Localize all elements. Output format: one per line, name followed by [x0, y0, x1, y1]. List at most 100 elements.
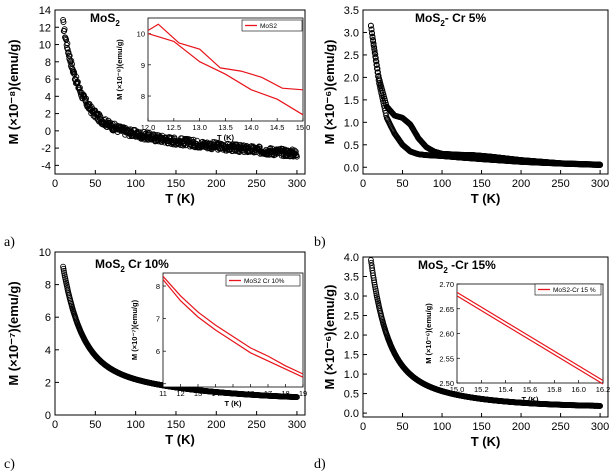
y-tick-label: -2 [41, 143, 51, 155]
x-tick-label: 50 [89, 178, 101, 190]
y-tick-label: 0.5 [344, 389, 359, 401]
inset-y-tick-label: 7 [156, 315, 160, 324]
x-axis-label: T (K) [165, 432, 195, 447]
inset-y-axis-label: M (×10⁻⁷)(emu/g) [130, 299, 139, 360]
data-point [102, 116, 109, 123]
x-tick-label: 100 [433, 421, 451, 433]
data-point [372, 57, 379, 64]
y-tick-label: 0.0 [344, 162, 359, 174]
data-point [71, 68, 77, 75]
data-point [372, 53, 379, 60]
inset-series-line-1 [456, 291, 604, 382]
data-point [134, 128, 141, 135]
data-point [367, 257, 374, 264]
x-tick-label: 0 [360, 178, 366, 190]
x-tick-label: 200 [512, 178, 530, 190]
y-tick-label: 1.0 [344, 117, 359, 129]
inset-x-tick-label: 16.2 [596, 385, 611, 394]
panel-title: MoS2 Cr 10% [95, 257, 169, 274]
y-tick-label: 0.0 [344, 408, 359, 420]
data-point [370, 38, 377, 45]
panel-letter: c) [4, 457, 15, 472]
inset-legend: MoS2-Cr 15 % [534, 283, 602, 296]
inset-legend-label: MoS2-Cr 15 % [553, 287, 596, 294]
chart-panel-3: 0 50 100 150 200 250 300 0 2 4 6 8 10 T (K) M (×10⁻⁷)(… [4, 247, 307, 472]
data-point [60, 19, 67, 26]
inset-x-tick-label: 12 [176, 389, 184, 398]
inset-chart: 12.0 12.5 13.0 13.5 14.0 14.5 15.0 8 9 10 T (K) M (… [115, 17, 310, 142]
panel-title-subscript: 2 [115, 19, 120, 28]
inset-x-tick-label: 18 [281, 389, 289, 398]
x-tick-label: 150 [472, 421, 490, 433]
x-tick-label: 250 [551, 178, 569, 190]
x-tick-label: 300 [288, 178, 306, 190]
inset-chart: 11 12 13 14 15 16 17 18 19 5 6 7 8 T (K) M (×10⁻⁷)(emu… [130, 272, 307, 408]
y-axis-label: M (×10⁻⁷)(emu/g) [6, 281, 21, 385]
inset-x-tick-label: 11 [159, 389, 167, 398]
data-point [61, 26, 68, 33]
inset-x-tick-label: 15.4 [498, 385, 513, 394]
inset-x-tick-label: 19 [299, 389, 307, 398]
data-point [368, 26, 375, 33]
y-tick-label: 8 [45, 57, 51, 69]
y-tick-label: 12 [39, 22, 51, 34]
inset-x-tick-label: 14.5 [270, 123, 285, 132]
y-tick-label: 8 [45, 280, 51, 292]
y-tick-label: 3.5 [344, 5, 359, 17]
panel-title-main: MoS [90, 11, 115, 25]
inset-x-tick-label: 17 [264, 389, 272, 398]
x-tick-label: 0 [360, 421, 366, 433]
inset-x-axis-label: T (K) [224, 399, 242, 408]
y-tick-label: 3.0 [344, 27, 359, 39]
data-point [597, 162, 604, 168]
data-point [60, 265, 67, 272]
panel-title-rest: -Cr 15% [448, 258, 496, 272]
x-tick-label: 250 [247, 419, 265, 431]
x-tick-label: 200 [207, 178, 225, 190]
data-series-1 [60, 263, 300, 401]
y-tick-label: 1.0 [344, 369, 359, 381]
inset-y-tick-label: 2.65 [439, 305, 454, 314]
inset-series-line-2 [456, 295, 604, 385]
y-tick-label: 3.5 [344, 272, 359, 284]
x-axis-label: T (K) [471, 434, 501, 449]
panel-title: MoS2 -Cr 15% [418, 258, 496, 275]
inset-series-line-1 [147, 23, 304, 91]
inset-y-tick-label: 9 [141, 61, 145, 70]
inset-legend-label: MoS2 Cr 10% [244, 278, 285, 285]
data-point [369, 30, 375, 37]
inset-y-tick-label: 2.55 [439, 354, 454, 363]
data-point [371, 281, 378, 288]
panel-title-main: MoS [418, 258, 443, 272]
x-tick-label: 50 [396, 178, 408, 190]
inset-y-tick-label: 10 [137, 30, 145, 39]
inset-x-tick-label: 15.8 [547, 385, 562, 394]
inset-series-line-2 [162, 275, 304, 375]
y-tick-label: 6 [45, 74, 51, 86]
data-point [83, 95, 90, 102]
x-tick-label: 100 [126, 419, 144, 431]
plot-frame [362, 9, 609, 175]
data-series-1 [367, 257, 604, 409]
panel-letter: d) [314, 457, 326, 472]
inset-series-line-2 [147, 33, 304, 116]
inset-x-tick-label: 16 [246, 389, 254, 398]
y-tick-label: 4.0 [344, 252, 359, 264]
inset-y-tick-label: 2.60 [439, 330, 454, 339]
inset-series-line-1 [162, 279, 304, 378]
panel-title: MoS2 [90, 11, 120, 28]
x-tick-label: 300 [591, 421, 609, 433]
inset-frame [162, 272, 304, 388]
y-tick-label: 2.0 [344, 72, 359, 84]
y-tick-label: 1.5 [344, 95, 359, 107]
panel-letter: b) [314, 235, 326, 250]
y-tick-label: 4 [45, 345, 51, 357]
panel-title-rest: Cr 10% [125, 257, 169, 271]
inset-x-tick-label: 13 [194, 389, 202, 398]
inset-x-tick-label: 15.6 [523, 385, 538, 394]
inset-x-axis-label: T (K) [521, 395, 539, 404]
x-tick-label: 50 [396, 421, 408, 433]
plot-frame [362, 256, 609, 418]
data-point [370, 40, 377, 47]
panel-title-subscript: 2 [440, 19, 445, 28]
